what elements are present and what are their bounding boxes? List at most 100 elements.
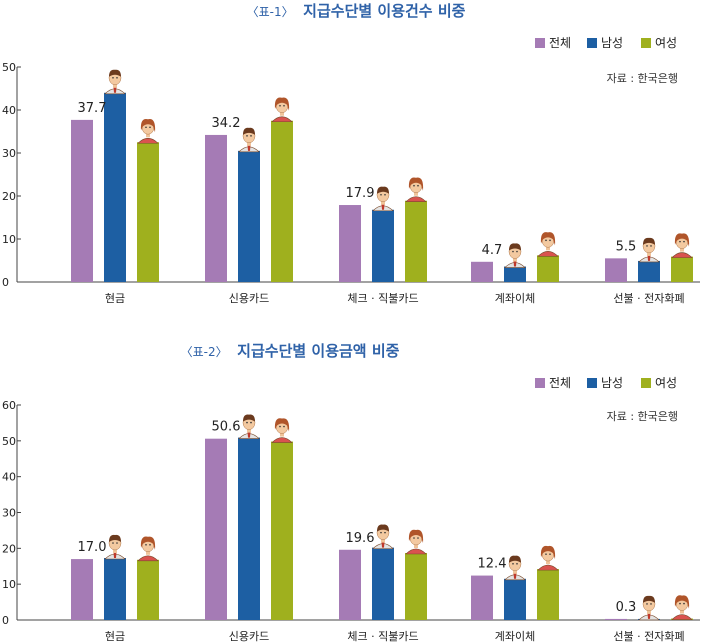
bar-total [339, 549, 361, 620]
legend-swatch [535, 38, 545, 48]
bar-total [471, 261, 493, 282]
category-label: 현금 [105, 630, 125, 643]
bar-total [339, 205, 361, 282]
bar-male [504, 266, 526, 282]
category-label: 선불 · 전자화폐 [613, 292, 684, 305]
category-label: 현금 [105, 292, 125, 305]
chart-1-title: 〈표-1〉 지급수단별 이용건수 비중 [247, 1, 466, 20]
category-label: 신용카드 [229, 292, 269, 305]
bar-male [238, 437, 260, 620]
bar-male [238, 150, 260, 282]
bar-total [471, 575, 493, 620]
legend-swatch [587, 378, 597, 388]
woman-figure-icon [137, 536, 159, 562]
bar-total [205, 134, 227, 282]
category-label: 계좌이체 [495, 292, 535, 305]
legend-label: 전체 [549, 376, 571, 390]
bar-female [405, 552, 427, 620]
y-tick-label: 20 [2, 190, 16, 203]
bar-female [137, 559, 159, 620]
y-tick-label: 30 [2, 507, 16, 520]
bar-male [104, 92, 126, 282]
woman-figure-icon [671, 595, 693, 620]
data-label: 17.9 [346, 186, 375, 201]
chart-2-title-prefix: 〈표-2〉 [181, 345, 228, 359]
man-figure-icon [238, 127, 260, 153]
y-tick-label: 10 [2, 233, 16, 246]
chart-1-title-prefix: 〈표-1〉 [247, 5, 294, 19]
chart-1-title-text: 지급수단별 이용건수 비중 [303, 2, 465, 20]
category-label: 신용카드 [229, 630, 269, 643]
chart-2: 0 10 20 30 40 50 60 17.0 현금 50.6 신용카드 19.6 체크 · 직불카드… [2, 376, 700, 643]
bar-male [372, 209, 394, 282]
legend-swatch [641, 378, 651, 388]
woman-figure-icon [271, 97, 293, 123]
legend-label: 여성 [655, 36, 677, 50]
man-figure-icon [238, 414, 260, 439]
chart-1-source: 자료 : 한국은행 [607, 72, 678, 85]
legend-swatch [587, 38, 597, 48]
man-figure-icon [372, 186, 394, 212]
bar-female [271, 120, 293, 282]
woman-figure-icon [271, 418, 293, 443]
data-label: 19.6 [346, 531, 375, 546]
y-tick-label: 0 [2, 614, 9, 627]
data-label: 4.7 [482, 243, 503, 258]
y-tick-label: 20 [2, 542, 16, 555]
bar-female [671, 256, 693, 282]
legend-label: 남성 [601, 36, 623, 50]
y-tick-label: 40 [2, 104, 16, 117]
bar-total [205, 438, 227, 620]
category-label: 체크 · 직불카드 [347, 630, 418, 643]
bar-male [638, 260, 660, 282]
bar-total [71, 559, 93, 620]
category-label: 선불 · 전자화폐 [613, 630, 684, 643]
y-tick-label: 50 [2, 61, 16, 74]
woman-figure-icon [537, 232, 559, 257]
bar-male [104, 558, 126, 620]
bar-female [537, 255, 559, 282]
chart-2-title-text: 지급수단별 이용금액 비중 [237, 342, 399, 360]
man-figure-icon [104, 69, 126, 95]
data-label: 12.4 [478, 557, 507, 572]
bar-female [405, 200, 427, 282]
woman-figure-icon [537, 545, 559, 571]
bar-female [271, 441, 293, 620]
y-tick-label: 0 [2, 276, 9, 289]
man-figure-icon [504, 555, 526, 581]
category-label: 계좌이체 [495, 630, 535, 643]
bar-male [504, 578, 526, 620]
legend-swatch [535, 378, 545, 388]
bar-total [605, 258, 627, 282]
chart-2-title: 〈표-2〉 지급수단별 이용금액 비중 [181, 341, 400, 360]
man-figure-icon [104, 534, 126, 560]
woman-figure-icon [137, 118, 159, 144]
data-label: 17.0 [78, 540, 107, 555]
bar-total [605, 618, 627, 620]
data-label: 50.6 [212, 420, 241, 435]
man-figure-icon [504, 243, 526, 268]
y-tick-label: 40 [2, 471, 16, 484]
woman-figure-icon [671, 233, 693, 258]
y-tick-label: 30 [2, 147, 16, 160]
bar-female [537, 569, 559, 620]
y-tick-label: 60 [2, 399, 16, 412]
bar-female [137, 142, 159, 282]
chart-2-source: 자료 : 한국은행 [607, 410, 678, 423]
woman-figure-icon [405, 529, 427, 555]
chart-1: 0 10 20 30 40 50 37.7 현금 34.2 신용카드 17.9 체크 · 직불카드 4.… [2, 36, 700, 305]
man-figure-icon [638, 237, 660, 263]
man-figure-icon [638, 595, 660, 621]
legend-label: 여성 [655, 376, 677, 390]
y-tick-label: 50 [2, 435, 16, 448]
plots-layer: 0 10 20 30 40 50 37.7 현금 34.2 신용카드 17.9 체크 · 직불카드 4.… [2, 36, 700, 643]
category-label: 체크 · 직불카드 [347, 292, 418, 305]
legend-label: 남성 [601, 376, 623, 390]
man-figure-icon [372, 524, 394, 549]
woman-figure-icon [405, 177, 427, 203]
data-label: 34.2 [212, 116, 241, 131]
y-tick-label: 10 [2, 578, 16, 591]
data-label: 5.5 [616, 239, 637, 254]
legend-swatch [641, 38, 651, 48]
